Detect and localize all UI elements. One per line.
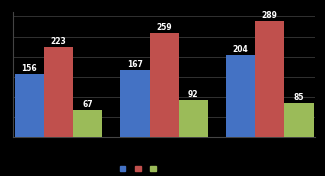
Bar (73, 110, 102, 137)
Bar (255, 21, 284, 137)
Bar (150, 33, 179, 137)
Bar (15, 74, 44, 137)
Bar (284, 103, 314, 137)
Text: 67: 67 (83, 100, 93, 109)
Bar (226, 55, 255, 137)
Text: 289: 289 (262, 11, 278, 20)
Text: 85: 85 (294, 93, 304, 102)
Text: 167: 167 (127, 60, 143, 69)
Bar (44, 47, 73, 137)
Text: 156: 156 (21, 64, 37, 73)
Bar (179, 100, 208, 137)
Text: 204: 204 (233, 45, 248, 54)
Legend:  ,  ,  : , , (117, 163, 163, 175)
Text: 92: 92 (188, 90, 199, 99)
Text: 259: 259 (156, 23, 172, 32)
Text: 223: 223 (51, 37, 66, 46)
Bar (120, 70, 150, 137)
